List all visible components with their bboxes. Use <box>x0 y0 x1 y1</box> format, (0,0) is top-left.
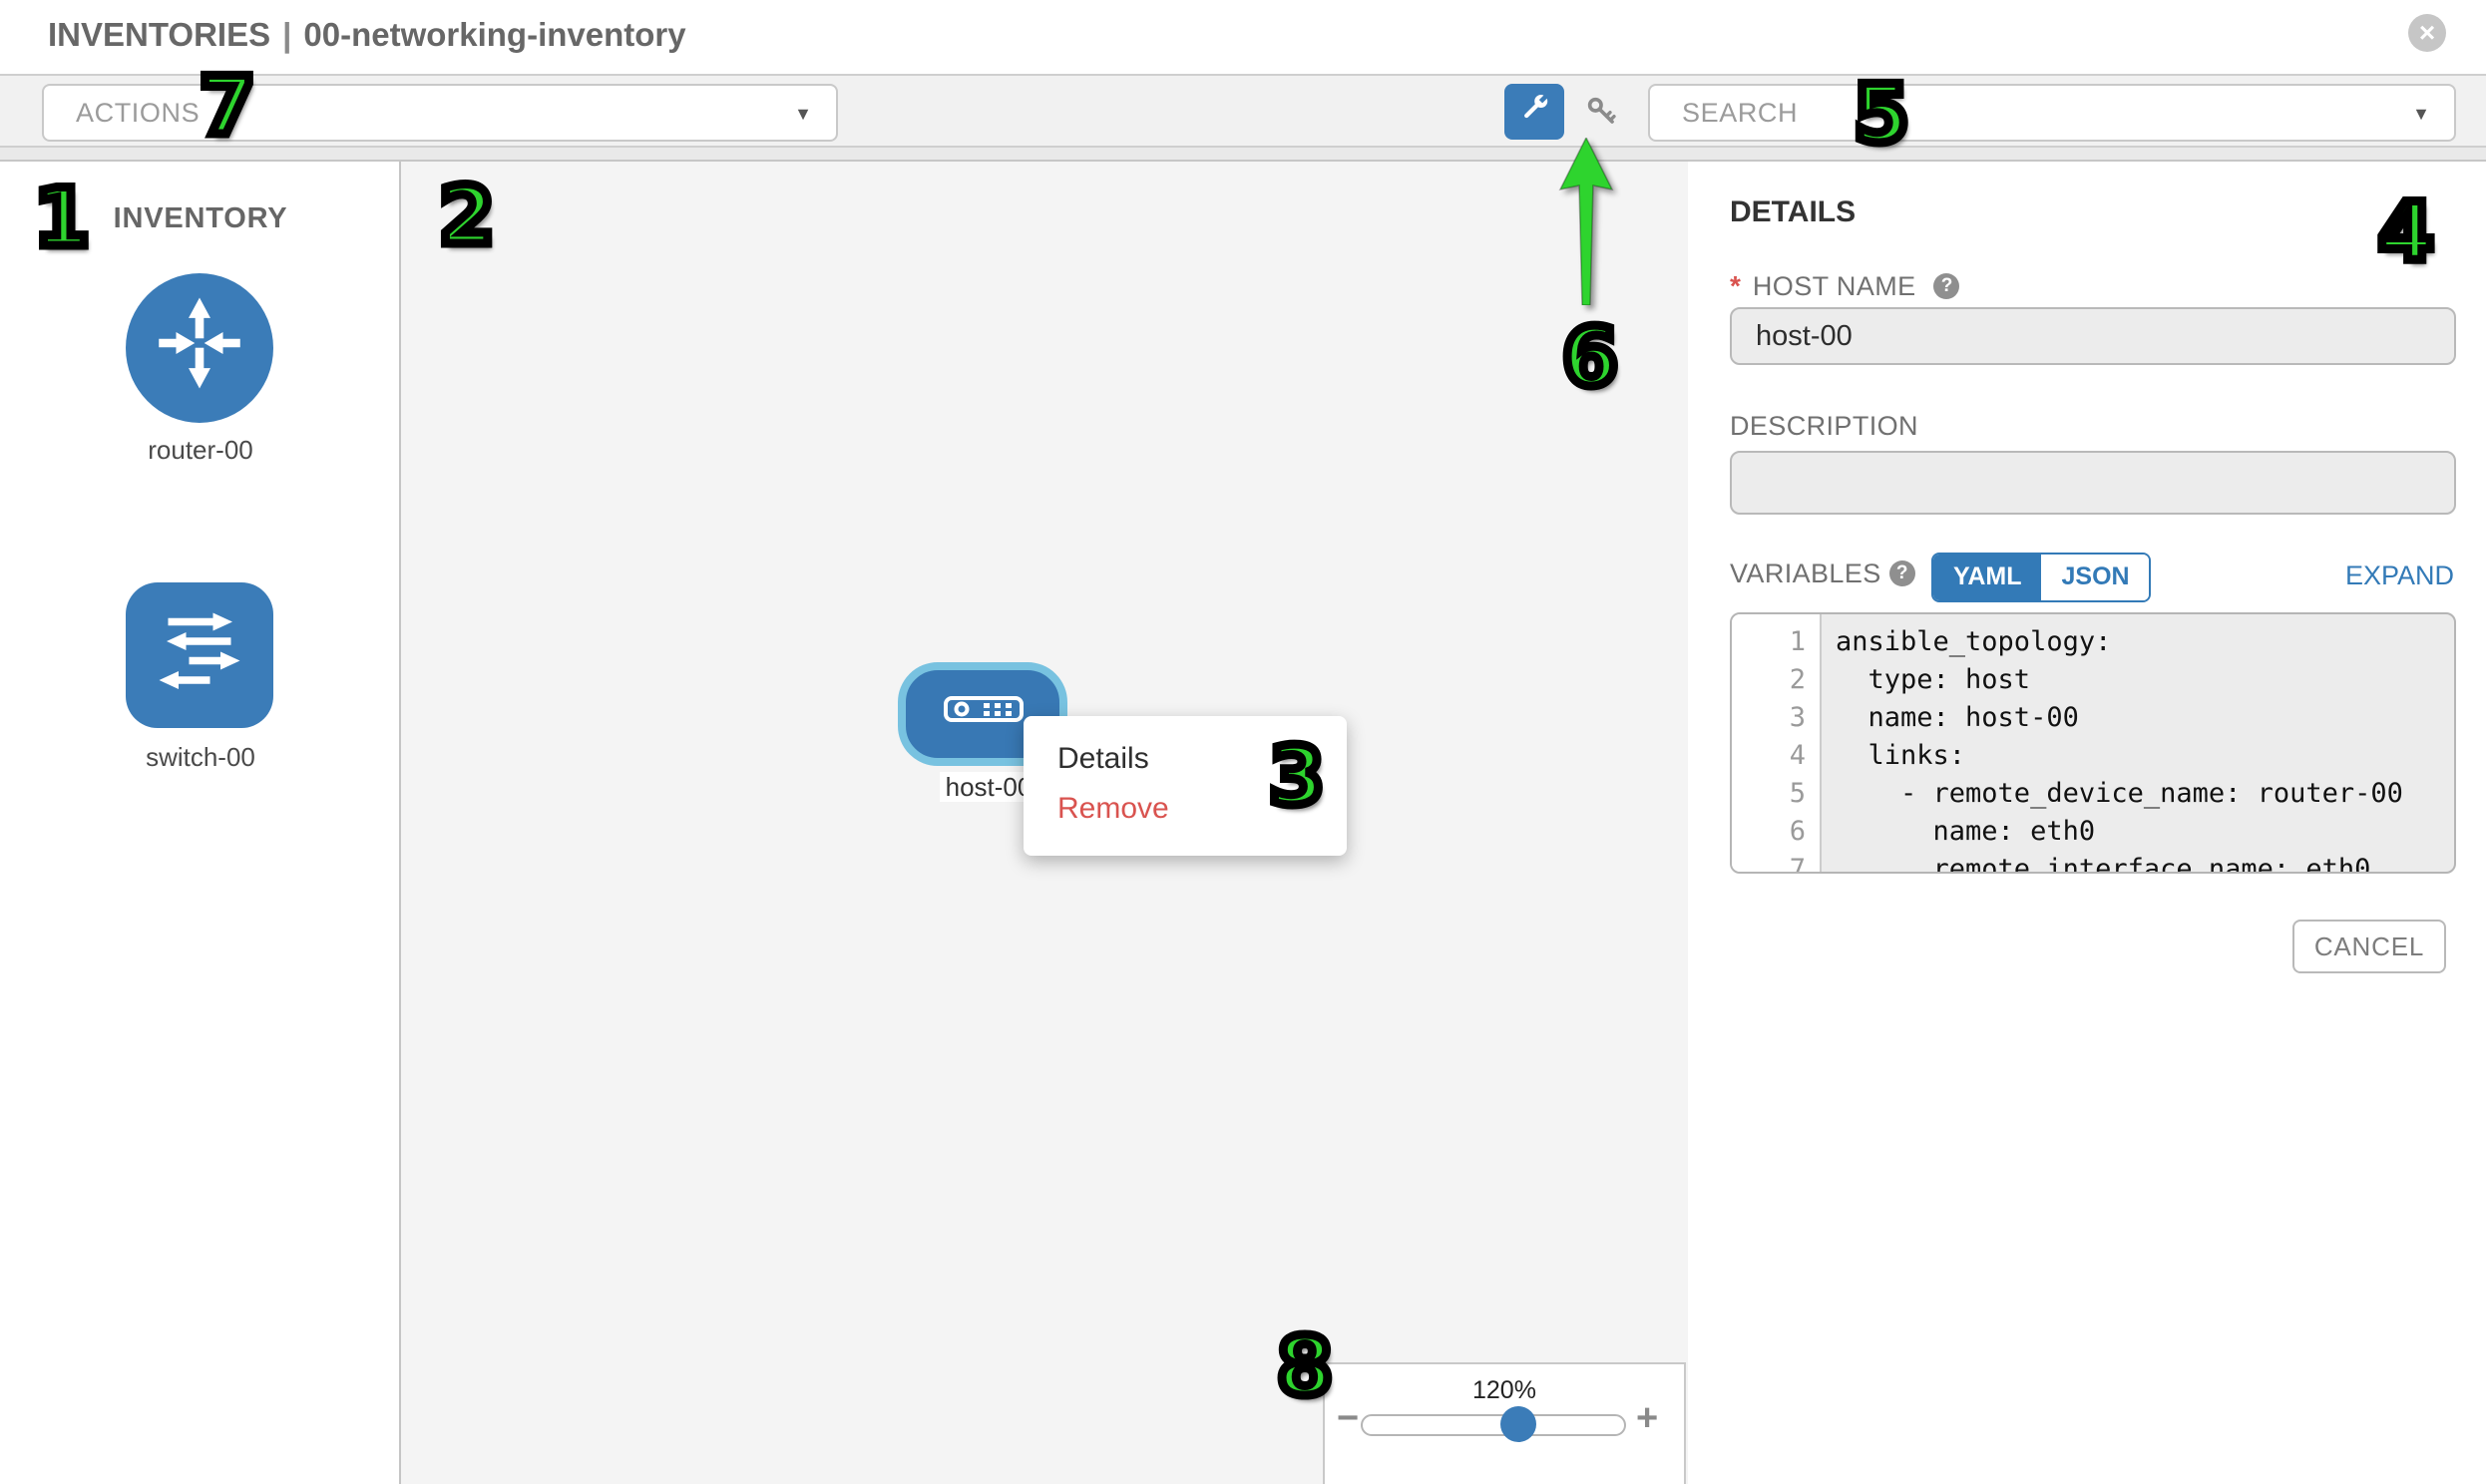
zoom-control: 120% − + <box>1323 1362 1686 1484</box>
host-name-label-row: * HOST NAME ? <box>1730 269 1960 301</box>
key-icon <box>1582 97 1622 140</box>
host-name-label: HOST NAME <box>1752 270 1916 300</box>
variables-label-row: VARIABLES ? <box>1730 558 1915 588</box>
inventory-palette: INVENTORY router-00 <box>0 162 401 1484</box>
variables-label: VARIABLES <box>1730 558 1881 588</box>
context-menu: Details Remove <box>1024 716 1347 856</box>
tools-button[interactable] <box>1504 84 1564 140</box>
toggle-json[interactable]: JSON <box>2041 555 2150 600</box>
cancel-button[interactable]: CANCEL <box>2292 920 2446 973</box>
annotation-8: 8 <box>1273 1322 1338 1414</box>
context-menu-item-remove[interactable]: Remove <box>1057 792 1169 826</box>
page-header: INVENTORIES | 00-networking-inventory × <box>0 0 2486 74</box>
zoom-in-button[interactable]: + <box>1636 1398 1659 1440</box>
host-node[interactable] <box>898 662 1067 766</box>
annotation-2: 2 <box>435 172 500 263</box>
content-area: INVENTORY router-00 <box>0 160 2486 1484</box>
annotation-4: 4 <box>2374 187 2439 279</box>
editor-line-numbers: 1 2 3 4 5 6 7 <box>1732 614 1822 872</box>
zoom-out-button[interactable]: − <box>1337 1398 1360 1440</box>
search-dropdown[interactable]: SEARCH ▼ <box>1648 84 2456 142</box>
variables-format-toggle: YAML JSON <box>1931 553 2152 602</box>
panel-heading: DETAILS <box>1730 195 1857 229</box>
zoom-level: 120% <box>1472 1376 1536 1404</box>
annotation-arrow-up-icon <box>1558 136 1614 315</box>
description-label: DESCRIPTION <box>1730 411 1918 441</box>
switch-icon <box>144 596 255 714</box>
palette-item-switch[interactable] <box>126 582 273 728</box>
details-panel: DETAILS * HOST NAME ? DESCRIPTION VARIAB… <box>1688 162 2486 1484</box>
actions-dropdown-label: ACTIONS <box>76 98 201 128</box>
palette-item-label: router-00 <box>148 435 253 465</box>
annotation-1: 1 <box>30 174 95 265</box>
toolbar: ACTIONS ▼ <box>0 74 2486 148</box>
chevron-down-icon: ▼ <box>794 104 812 124</box>
help-icon[interactable]: ? <box>1933 272 1960 298</box>
close-icon[interactable]: × <box>2408 14 2446 52</box>
help-icon[interactable]: ? <box>1888 560 1915 586</box>
annotation-3: 3 <box>1265 732 1330 824</box>
breadcrumb: INVENTORIES | 00-networking-inventory <box>48 18 686 56</box>
palette-item-router[interactable] <box>126 273 273 423</box>
host-node-label: host-00 <box>940 772 1037 802</box>
annotation-5: 5 <box>1850 70 1914 162</box>
zoom-slider-thumb[interactable] <box>1500 1406 1536 1442</box>
required-marker: * <box>1730 269 1741 301</box>
chevron-down-icon: ▼ <box>2412 104 2430 124</box>
search-input[interactable]: SEARCH <box>1682 98 1799 128</box>
server-icon <box>943 696 1023 732</box>
variables-editor[interactable]: 1 2 3 4 5 6 7 ansible_topology: type: ho… <box>1730 612 2456 874</box>
host-name-field[interactable] <box>1730 307 2456 365</box>
breadcrumb-section: INVENTORIES <box>48 18 271 54</box>
router-icon <box>142 285 257 411</box>
palette-item-label: switch-00 <box>146 742 255 772</box>
actions-dropdown[interactable]: ACTIONS ▼ <box>42 84 838 142</box>
zoom-slider-track[interactable] <box>1361 1414 1626 1436</box>
context-menu-item-details[interactable]: Details <box>1057 742 1149 776</box>
description-field[interactable] <box>1730 451 2456 515</box>
toggle-yaml[interactable]: YAML <box>1933 555 2042 600</box>
annotation-7: 7 <box>196 62 260 154</box>
palette-heading: INVENTORY <box>113 203 288 235</box>
expand-link[interactable]: EXPAND <box>2344 560 2454 590</box>
editor-code[interactable]: ansible_topology: type: host name: host-… <box>1836 626 2403 874</box>
page-title: 00-networking-inventory <box>303 18 686 54</box>
topology-canvas[interactable]: host-00 Details Remove 120% − + <box>401 162 1688 1484</box>
wrench-icon <box>1514 87 1554 137</box>
key-button[interactable] <box>1582 92 1622 132</box>
breadcrumb-separator: | <box>282 18 292 54</box>
annotation-6: 6 <box>1558 313 1623 405</box>
